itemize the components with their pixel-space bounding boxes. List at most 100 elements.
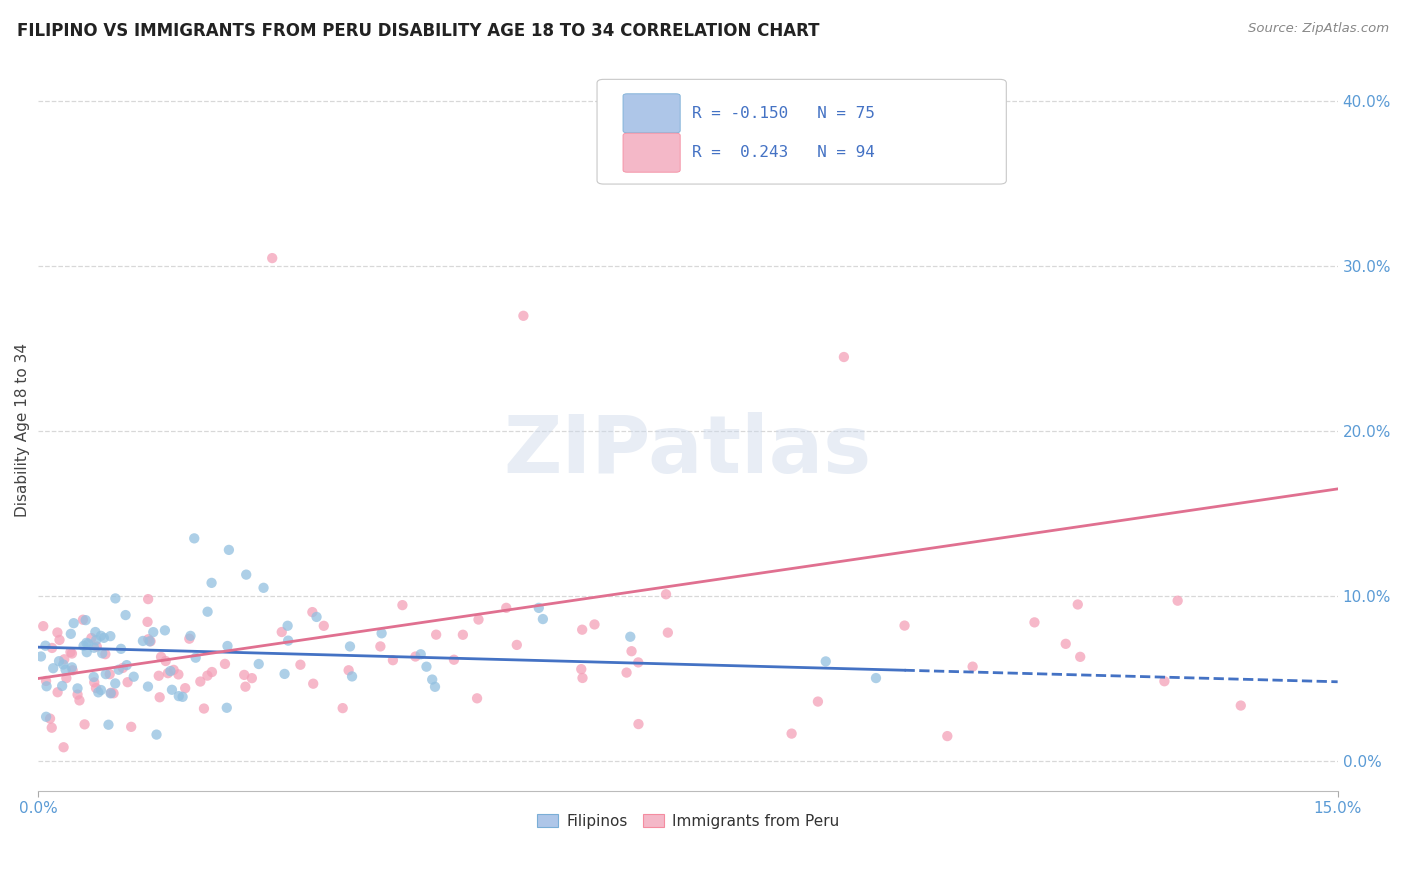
Point — [90, 683, 112, 698]
Point — [467, 613, 489, 627]
Point — [571, 623, 593, 637]
Point — [114, 608, 136, 623]
Point — [84, 625, 107, 640]
Point — [35, 710, 58, 724]
Point — [52, 740, 75, 755]
Point — [46, 685, 69, 699]
Point — [865, 671, 887, 685]
Point — [415, 659, 437, 673]
Point — [420, 673, 443, 687]
Point — [51, 679, 73, 693]
Point — [409, 647, 432, 661]
Point — [451, 628, 474, 642]
Point — [235, 567, 257, 582]
Text: R = -0.150   N = 75: R = -0.150 N = 75 — [692, 106, 875, 120]
Point — [312, 619, 335, 633]
Point — [60, 647, 83, 661]
Point — [87, 685, 110, 699]
Point — [571, 671, 593, 685]
Point — [138, 634, 160, 648]
Point — [465, 691, 488, 706]
Point — [122, 670, 145, 684]
Point — [90, 629, 112, 643]
Point — [150, 649, 173, 664]
Point — [104, 591, 127, 606]
Point — [115, 658, 138, 673]
Point — [97, 717, 120, 731]
Point — [35, 673, 58, 688]
Point — [46, 625, 69, 640]
Point — [423, 680, 446, 694]
Point — [149, 690, 172, 705]
Point — [48, 632, 70, 647]
FancyBboxPatch shape — [623, 133, 681, 172]
Point — [98, 629, 121, 643]
Point — [84, 633, 107, 648]
Point — [59, 645, 82, 659]
Point — [217, 639, 239, 653]
Point — [104, 676, 127, 690]
Point — [425, 627, 447, 641]
Point — [167, 667, 190, 681]
Point — [832, 350, 855, 364]
Point — [340, 669, 363, 683]
Point — [780, 726, 803, 740]
Point — [35, 679, 58, 693]
Point — [1153, 674, 1175, 689]
Point — [30, 649, 52, 664]
Point — [240, 671, 263, 685]
Point — [370, 640, 392, 654]
Point — [52, 657, 75, 672]
Y-axis label: Disability Age 18 to 34: Disability Age 18 to 34 — [15, 343, 30, 516]
Point — [616, 665, 638, 680]
Point — [197, 668, 219, 682]
Point — [179, 632, 201, 646]
Point — [655, 587, 678, 601]
Text: FILIPINO VS IMMIGRANTS FROM PERU DISABILITY AGE 18 TO 34 CORRELATION CHART: FILIPINO VS IMMIGRANTS FROM PERU DISABIL… — [17, 22, 820, 40]
Point — [69, 693, 91, 707]
Point — [77, 637, 100, 651]
Point — [159, 664, 181, 678]
Point — [627, 717, 650, 731]
FancyBboxPatch shape — [623, 94, 681, 133]
Point — [100, 686, 122, 700]
Point — [53, 652, 76, 666]
Point — [72, 613, 94, 627]
Point — [301, 605, 323, 619]
Point — [273, 667, 295, 681]
Point — [174, 681, 197, 695]
Point — [132, 634, 155, 648]
Point — [66, 688, 89, 702]
Point — [62, 663, 84, 677]
Point — [103, 686, 125, 700]
Point — [305, 610, 328, 624]
Point — [1067, 598, 1090, 612]
Point — [1167, 593, 1189, 607]
Point — [252, 581, 274, 595]
Point — [443, 653, 465, 667]
Point — [94, 667, 117, 681]
Point — [107, 663, 129, 677]
Point — [84, 681, 107, 695]
Point — [34, 639, 56, 653]
Point — [339, 640, 361, 654]
Point — [1229, 698, 1251, 713]
Text: R =  0.243   N = 94: R = 0.243 N = 94 — [692, 145, 875, 161]
Point — [619, 630, 641, 644]
Point — [583, 617, 606, 632]
Point — [302, 676, 325, 690]
Legend: Filipinos, Immigrants from Peru: Filipinos, Immigrants from Peru — [531, 808, 845, 835]
Point — [200, 575, 222, 590]
Point — [91, 646, 114, 660]
Point — [139, 634, 162, 648]
Point — [337, 663, 360, 677]
Point — [42, 661, 65, 675]
Point — [153, 624, 176, 638]
Point — [83, 675, 105, 690]
Point — [93, 631, 115, 645]
Point — [32, 619, 55, 633]
Point — [117, 675, 139, 690]
Point — [391, 598, 413, 612]
Point — [218, 542, 240, 557]
Point — [72, 639, 94, 653]
